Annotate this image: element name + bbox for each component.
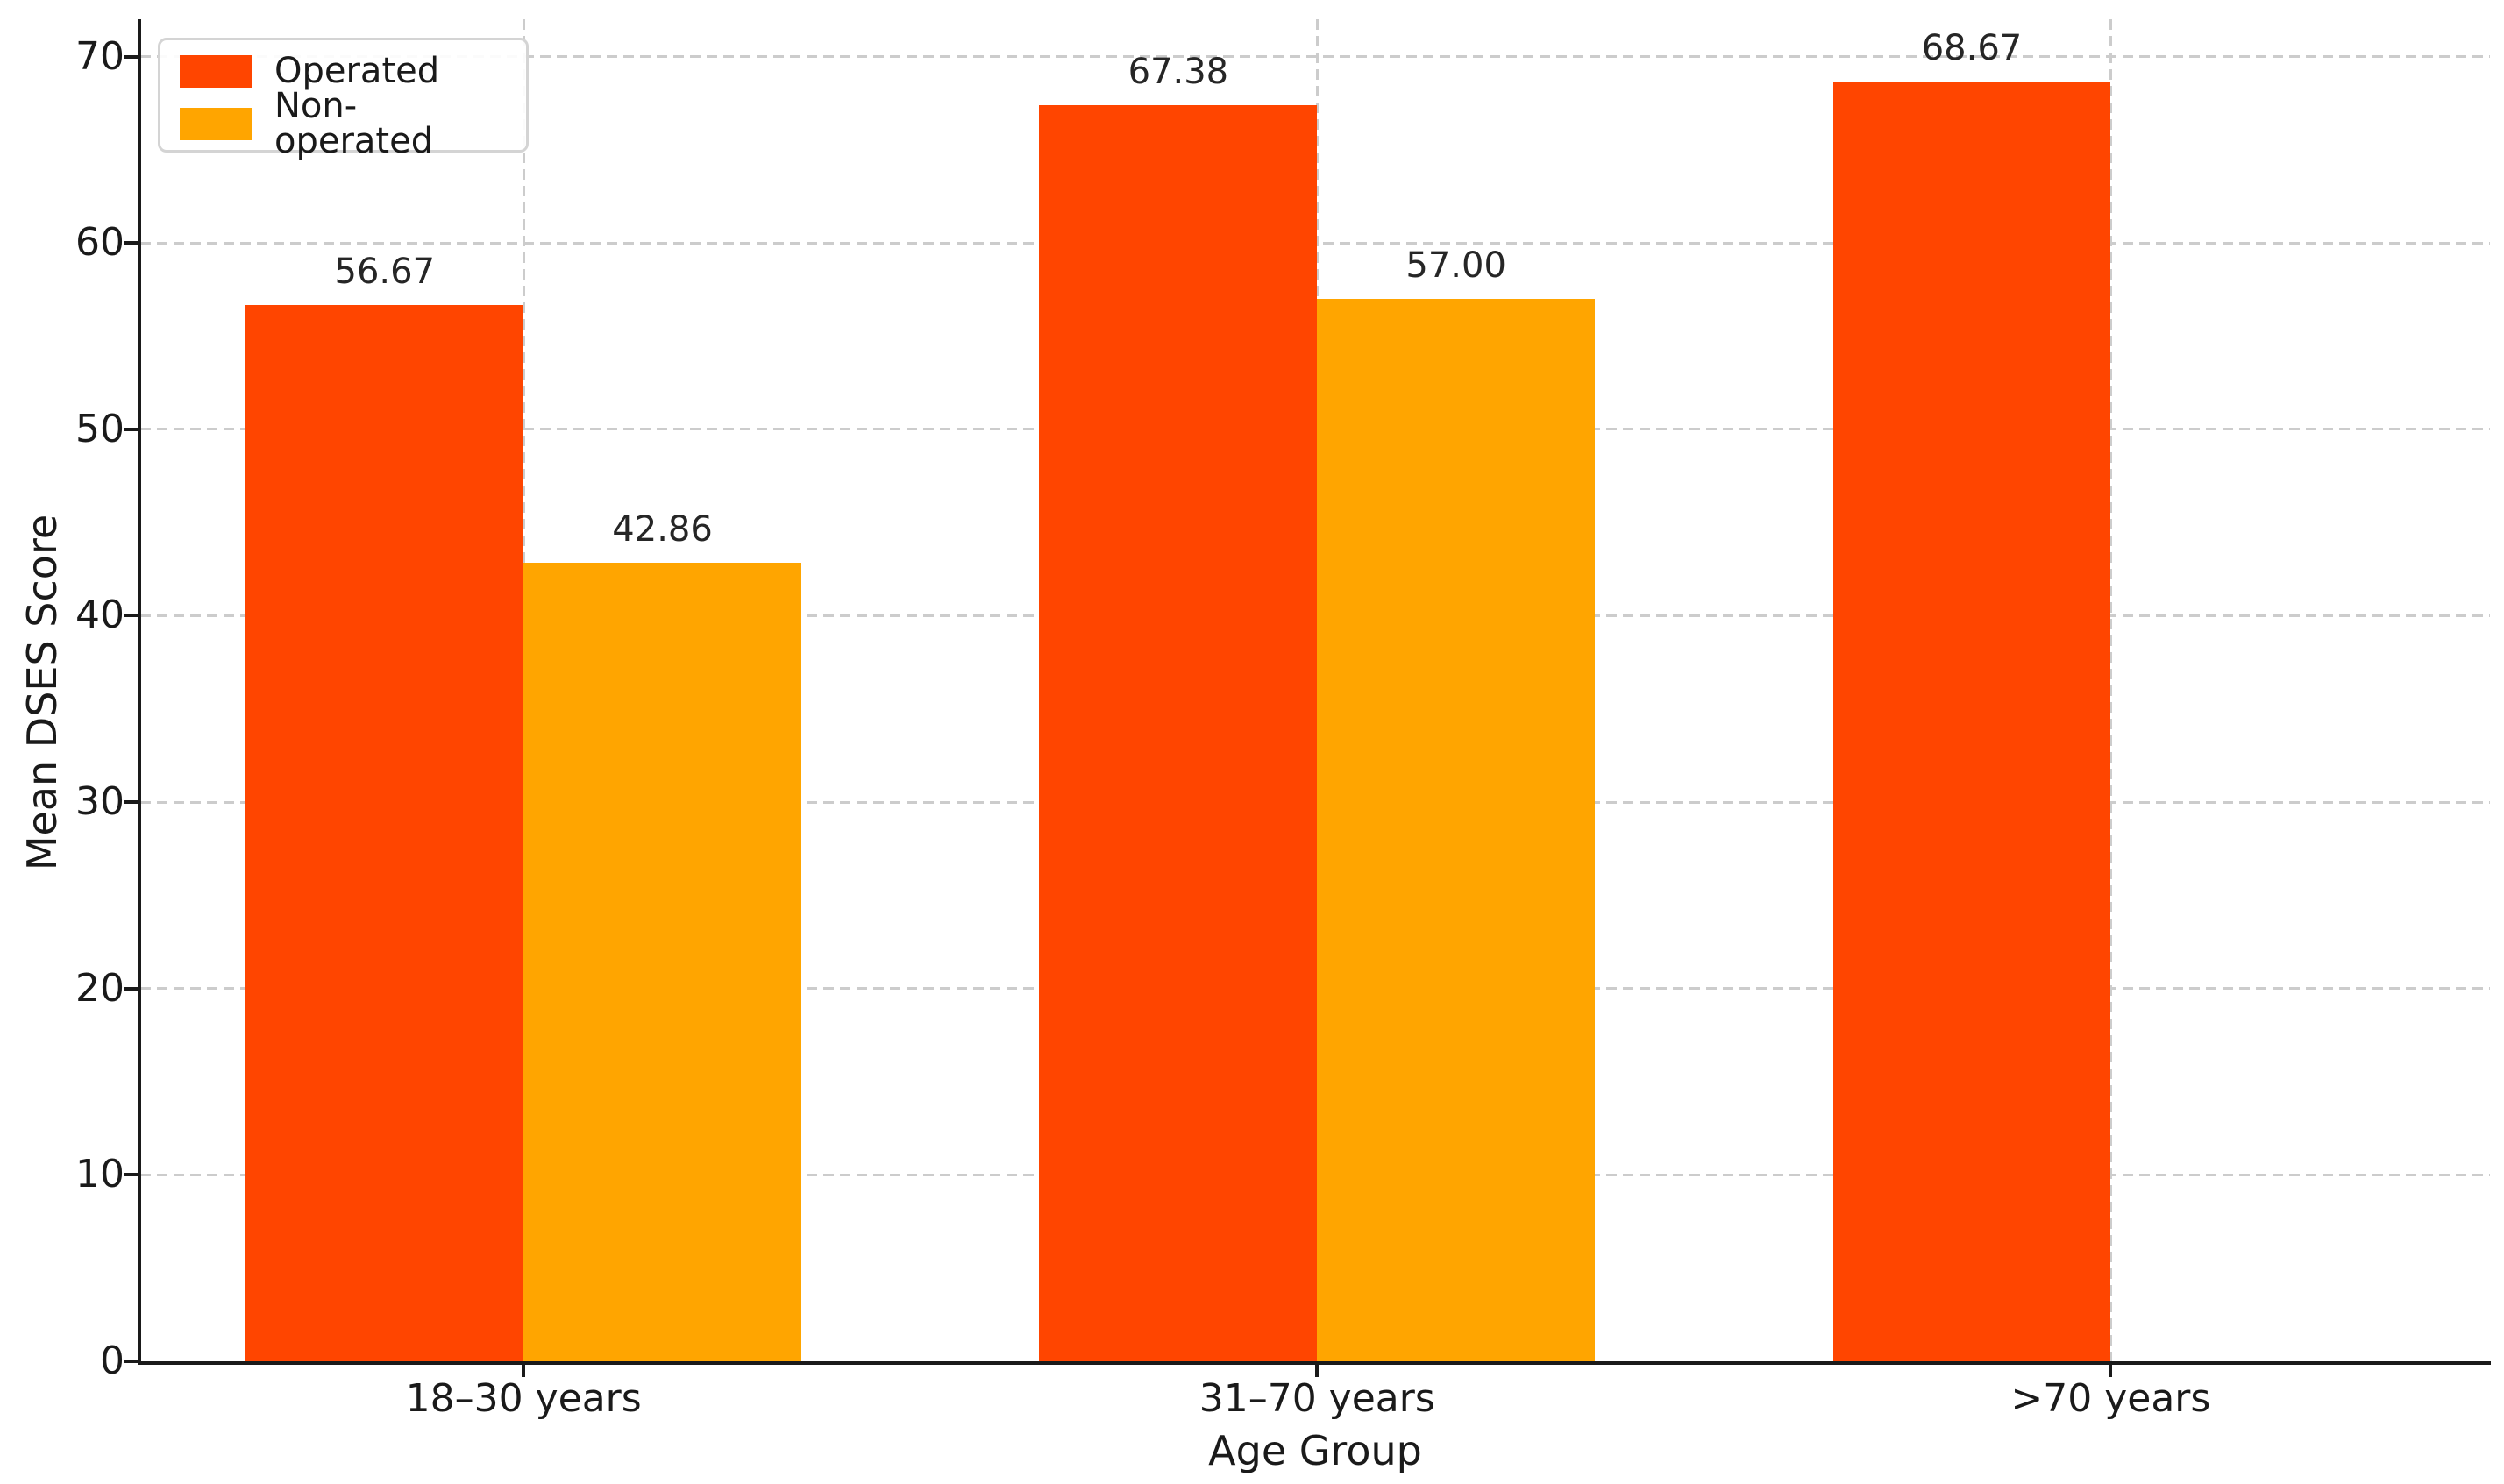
grid-line-x: [2109, 19, 2112, 1361]
bar-operated-0: [245, 304, 524, 1361]
y-tick-mark: [124, 241, 138, 245]
y-tick-mark: [124, 800, 138, 805]
legend-entry-non-operated: Non-operated: [180, 89, 507, 159]
bar-value-label: 56.67: [334, 251, 436, 292]
x-axis-spine: [138, 1361, 2491, 1365]
x-tick-label: >70 years: [2010, 1376, 2211, 1421]
y-tick-mark: [124, 1360, 138, 1363]
y-tick-label: 0: [100, 1338, 124, 1383]
y-tick-label: 70: [75, 33, 124, 79]
x-tick-mark: [1315, 1365, 1320, 1377]
bar-non-operated-0: [523, 562, 801, 1361]
operated-swatch-icon: [180, 54, 252, 88]
bar-value-label: 68.67: [1921, 27, 2023, 68]
grid-line-y: [140, 55, 2490, 59]
y-tick-label: 60: [75, 220, 124, 266]
y-tick-label: 50: [75, 406, 124, 451]
legend-label-non-operated: Non-operated: [274, 86, 434, 161]
y-tick-mark: [124, 1173, 138, 1177]
y-tick-mark: [124, 54, 138, 59]
bar-value-label: 57.00: [1405, 245, 1506, 286]
y-tick-mark: [124, 614, 138, 618]
bar-value-label: 42.86: [612, 508, 713, 550]
y-tick-label: 30: [75, 779, 124, 825]
y-tick-label: 40: [75, 593, 124, 638]
y-tick-label: 20: [75, 965, 124, 1011]
bar-operated-1: [1039, 105, 1318, 1361]
bar-non-operated-1: [1317, 298, 1596, 1361]
y-axis-spine: [138, 19, 141, 1365]
x-tick-label: 31–70 years: [1199, 1376, 1435, 1421]
x-axis-title: Age Group: [1208, 1427, 1422, 1474]
x-tick-mark: [2109, 1365, 2113, 1377]
x-tick-mark: [522, 1365, 526, 1377]
bar-operated-2: [1832, 81, 2111, 1361]
legend-label-operated: Operated: [274, 51, 440, 91]
y-tick-label: 10: [75, 1152, 124, 1197]
x-tick-label: 18–30 years: [405, 1376, 642, 1421]
y-tick-mark: [124, 427, 138, 431]
non-operated-swatch-icon: [180, 107, 252, 140]
legend-entry-operated: Operated: [180, 53, 507, 89]
legend: Operated Non-operated: [158, 38, 529, 159]
bar-value-label: 67.38: [1128, 52, 1229, 93]
y-tick-mark: [124, 986, 138, 991]
y-axis-title: Mean DSES Score: [18, 514, 66, 871]
